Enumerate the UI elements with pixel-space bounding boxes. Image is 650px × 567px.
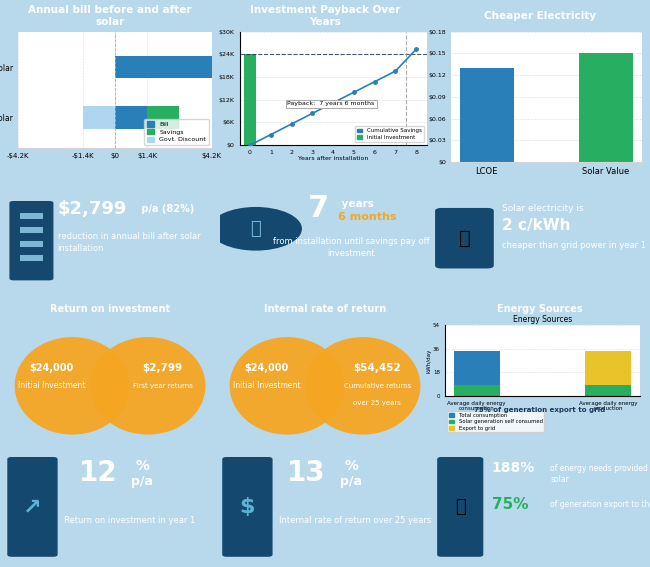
Text: Initial Investment: Initial Investment <box>18 382 85 390</box>
Text: solar: solar <box>551 475 569 484</box>
Bar <box>147 106 179 129</box>
Text: 🐷: 🐷 <box>458 229 471 248</box>
Text: Return on investment: Return on investment <box>50 304 170 314</box>
Bar <box>20 240 43 247</box>
Bar <box>454 351 500 396</box>
Text: Cheaper Electricity: Cheaper Electricity <box>484 11 596 21</box>
Legend: Cumulative Savings, Initial Investment: Cumulative Savings, Initial Investment <box>354 126 424 142</box>
Title: Energy Sources: Energy Sources <box>513 315 572 324</box>
Text: 7: 7 <box>308 194 330 223</box>
Ellipse shape <box>15 337 130 434</box>
Circle shape <box>210 207 302 251</box>
Text: over 25 years: over 25 years <box>354 400 401 406</box>
Text: $24,000: $24,000 <box>29 362 73 373</box>
Text: 75%: 75% <box>491 497 528 512</box>
Text: $24,000: $24,000 <box>244 362 289 373</box>
Text: 75% of generation export to grid: 75% of generation export to grid <box>474 407 606 413</box>
Text: $: $ <box>240 497 255 517</box>
FancyBboxPatch shape <box>9 201 53 280</box>
Bar <box>115 56 212 78</box>
Bar <box>585 385 631 396</box>
Text: $2,799: $2,799 <box>58 200 127 218</box>
Text: First year returns: First year returns <box>133 383 192 389</box>
FancyBboxPatch shape <box>435 208 494 269</box>
Bar <box>115 106 147 129</box>
Text: Annual bill before and after
solar: Annual bill before and after solar <box>29 5 192 27</box>
Legend: Total consumption, Solar generation self consumed, Export to grid: Total consumption, Solar generation self… <box>447 411 544 432</box>
Bar <box>454 385 500 396</box>
Bar <box>585 351 631 396</box>
FancyBboxPatch shape <box>437 457 484 557</box>
Text: ⏱: ⏱ <box>250 220 261 238</box>
Text: Solar electricity is: Solar electricity is <box>502 205 587 213</box>
Text: ↗: ↗ <box>23 497 42 517</box>
Text: Cumulative returns: Cumulative returns <box>344 383 411 389</box>
Text: 2 c/kWh: 2 c/kWh <box>502 218 571 233</box>
Text: 6 months: 6 months <box>337 212 396 222</box>
Text: of generation export to the grid: of generation export to the grid <box>551 500 650 509</box>
Text: of energy needs provided by: of energy needs provided by <box>551 464 650 473</box>
Text: Payback:  7 years 6 months: Payback: 7 years 6 months <box>287 101 374 107</box>
FancyBboxPatch shape <box>7 457 58 557</box>
Text: from installation until savings pay off
investment: from installation until savings pay off … <box>272 237 429 259</box>
Text: cheaper than grid power in year 1: cheaper than grid power in year 1 <box>502 241 646 250</box>
Ellipse shape <box>229 337 345 434</box>
Text: 12: 12 <box>79 459 117 487</box>
Text: p/a: p/a <box>131 476 153 488</box>
Text: years: years <box>337 199 374 209</box>
Bar <box>585 351 631 385</box>
Bar <box>20 255 43 261</box>
Text: Energy Sources: Energy Sources <box>497 304 583 314</box>
Text: p/a (82%): p/a (82%) <box>138 204 194 214</box>
Bar <box>83 106 115 129</box>
Text: Internal rate of return over 25 years: Internal rate of return over 25 years <box>279 516 431 525</box>
Text: %: % <box>340 459 359 473</box>
Bar <box>20 213 43 219</box>
Text: %: % <box>131 459 150 473</box>
Bar <box>579 53 633 162</box>
Text: $2,799: $2,799 <box>142 362 183 373</box>
Text: Investment Payback Over
Years: Investment Payback Over Years <box>250 5 400 27</box>
Text: Initial Investment: Initial Investment <box>233 382 300 390</box>
FancyBboxPatch shape <box>222 457 272 557</box>
Text: 188%: 188% <box>491 462 535 475</box>
Text: reduction in annual bill after solar
installation: reduction in annual bill after solar ins… <box>58 232 200 253</box>
Text: Return on investment in year 1: Return on investment in year 1 <box>64 516 195 525</box>
Text: 💡: 💡 <box>455 498 465 516</box>
Text: p/a: p/a <box>340 476 361 488</box>
Text: $54,452: $54,452 <box>354 362 401 373</box>
Legend: Bill, Savings, Govt. Discount: Bill, Savings, Govt. Discount <box>144 119 209 145</box>
Text: Internal rate of return: Internal rate of return <box>264 304 386 314</box>
Ellipse shape <box>305 337 421 434</box>
Ellipse shape <box>90 337 205 434</box>
Bar <box>20 227 43 232</box>
X-axis label: Years after installation: Years after installation <box>298 156 369 162</box>
Text: 13: 13 <box>287 459 326 487</box>
Bar <box>460 68 514 162</box>
Y-axis label: kWh/day: kWh/day <box>426 348 432 373</box>
Bar <box>244 54 255 145</box>
